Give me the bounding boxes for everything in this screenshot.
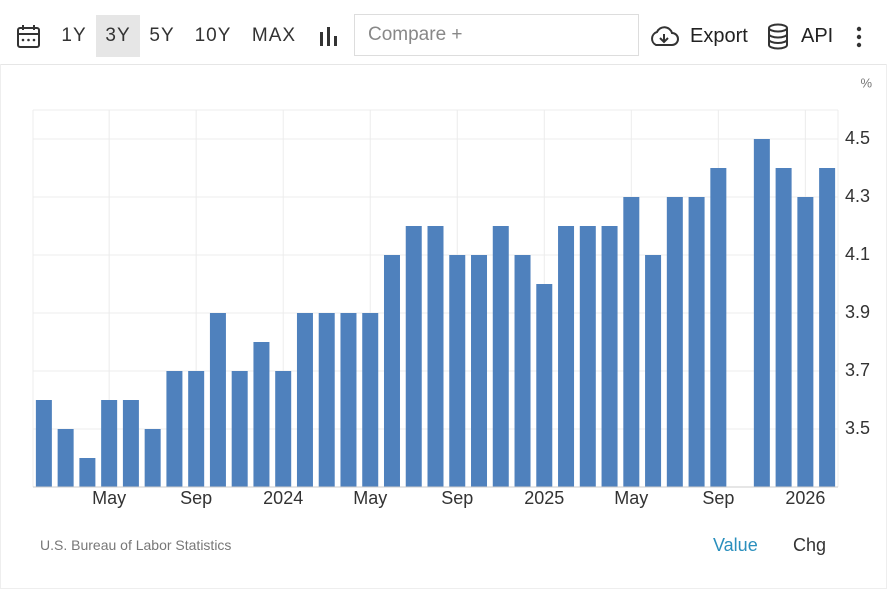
bar — [492, 226, 509, 487]
x-tick-label: Sep — [441, 488, 473, 508]
y-tick-label: 4.3 — [845, 186, 870, 206]
bar — [645, 255, 662, 487]
range-button[interactable]: 3Y — [96, 15, 140, 57]
bar — [166, 371, 183, 487]
source: U.S. Bureau of Labor Statistics — [40, 537, 232, 553]
bar — [383, 255, 400, 487]
bar — [688, 197, 705, 487]
y-tick-label: 3.5 — [845, 418, 870, 438]
bar — [362, 313, 379, 487]
range-button[interactable]: 5Y — [149, 25, 175, 46]
bar — [296, 313, 313, 487]
bar — [253, 342, 270, 487]
x-tick-label: May — [353, 488, 387, 508]
x-tick-label: May — [614, 488, 648, 508]
api-icon[interactable] — [766, 23, 790, 51]
bar — [753, 139, 770, 487]
range-button[interactable]: MAX — [251, 25, 297, 46]
bar — [101, 400, 118, 487]
bar — [471, 255, 488, 487]
bar — [79, 458, 96, 487]
bar — [188, 371, 205, 487]
bar — [209, 313, 226, 487]
bar — [122, 400, 139, 487]
y-tick-label: 4.5 — [845, 128, 870, 148]
y-tick-label: 4.1 — [845, 244, 870, 264]
bar — [775, 168, 792, 487]
y-tick-label: 3.7 — [845, 360, 870, 380]
bar — [340, 313, 357, 487]
y-tick-label: 3.9 — [845, 302, 870, 322]
api-button[interactable]: API — [801, 25, 834, 47]
bar — [666, 197, 683, 487]
bar — [405, 226, 422, 487]
tab[interactable]: Value — [713, 535, 758, 555]
bar — [558, 226, 575, 487]
x-tick-label: 2025 — [524, 488, 564, 508]
bar — [318, 313, 335, 487]
bar — [275, 371, 292, 487]
export-icon[interactable] — [648, 24, 680, 50]
x-tick-label: 2024 — [263, 488, 303, 508]
bar — [231, 371, 248, 487]
chart: % 3.5 3.7 3.9 4.1 4.3 4.5 May Sep 2024 May Sep 2025 M… — [32, 75, 872, 508]
bar — [819, 168, 836, 487]
unit-label: % — [860, 75, 872, 90]
chart-type-icon[interactable] — [318, 26, 340, 48]
x-tick-label: 2026 — [785, 488, 825, 508]
bar — [449, 255, 466, 487]
range-button[interactable]: 10Y — [194, 25, 232, 46]
bar — [579, 226, 596, 487]
bar — [536, 284, 553, 487]
toolbar: 1Y 3Y 5Y 10Y MAX Compare + Export API — [0, 0, 887, 65]
bar — [797, 197, 814, 487]
export-button[interactable]: Export — [690, 25, 748, 47]
bar — [35, 400, 52, 487]
bar — [144, 429, 161, 487]
x-tick-label: Sep — [180, 488, 212, 508]
range-button[interactable]: 1Y — [61, 25, 87, 46]
bar — [427, 226, 444, 487]
compare-input[interactable]: Compare + — [354, 14, 639, 56]
x-tick-label: May — [92, 488, 126, 508]
tab[interactable]: Chg — [793, 535, 827, 555]
bar — [623, 197, 640, 487]
more-menu[interactable] — [854, 26, 864, 48]
bar — [57, 429, 74, 487]
bar — [514, 255, 531, 487]
calendar-icon[interactable] — [16, 24, 42, 50]
bar — [710, 168, 727, 487]
x-tick-label: Sep — [702, 488, 734, 508]
bar — [601, 226, 618, 487]
